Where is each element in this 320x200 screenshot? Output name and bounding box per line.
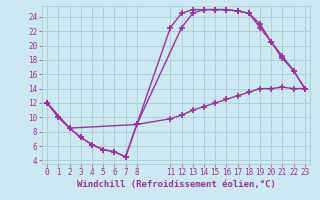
X-axis label: Windchill (Refroidissement éolien,°C): Windchill (Refroidissement éolien,°C) — [76, 180, 276, 189]
